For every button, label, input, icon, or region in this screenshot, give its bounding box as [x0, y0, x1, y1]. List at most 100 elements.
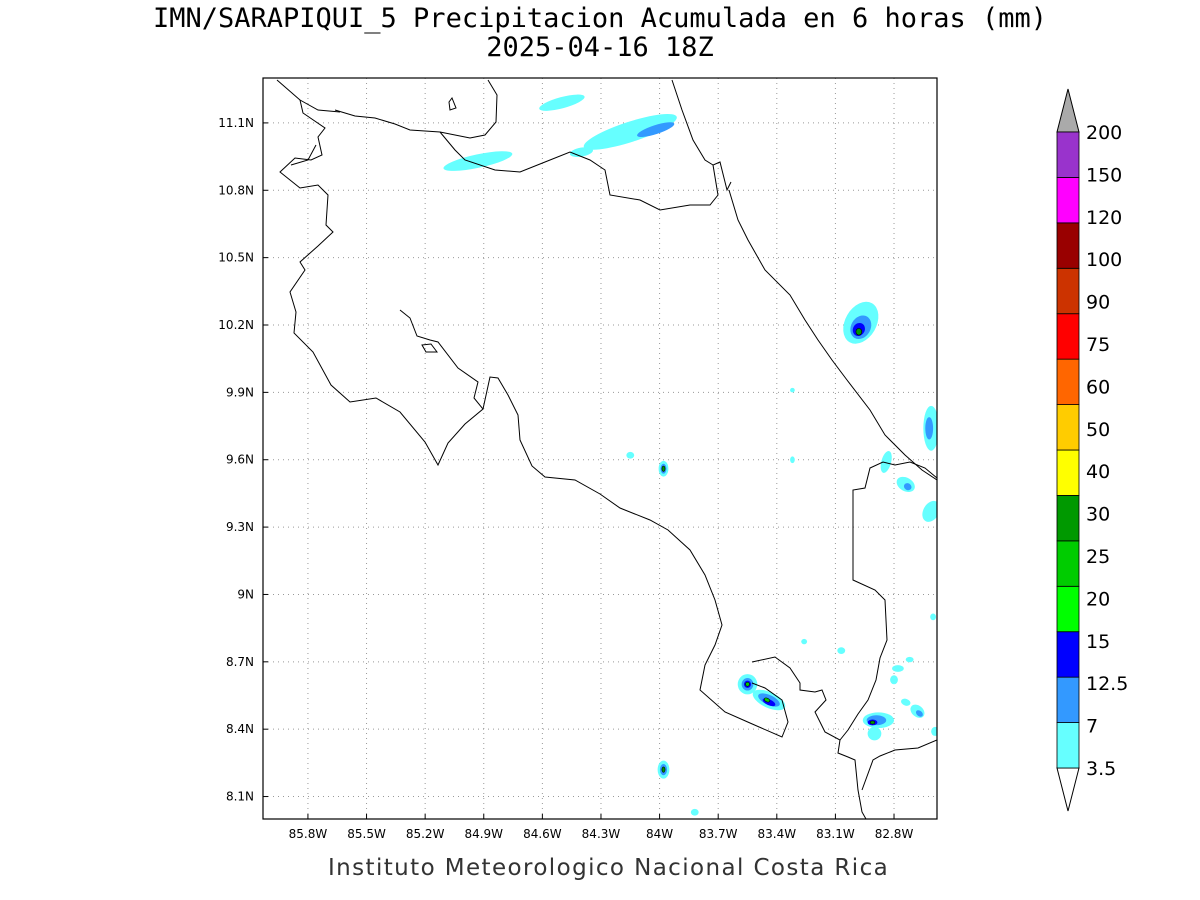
colorbar-label: 40	[1086, 461, 1110, 483]
tick-label-lat: 9.6N	[226, 453, 254, 467]
colorbar-band	[1056, 404, 1080, 451]
precip-cell	[901, 698, 911, 706]
precip-cell	[802, 70, 818, 77]
map-frame	[262, 77, 938, 820]
precip-cell	[922, 500, 937, 522]
colorbar-label: 100	[1086, 249, 1122, 271]
colorbar-top-arrow	[1056, 88, 1080, 133]
precip-cell	[790, 387, 795, 393]
tick-label-lat: 10.8N	[218, 183, 254, 197]
coastline-gulf-shore	[290, 99, 341, 166]
precip-cell	[867, 726, 882, 741]
tick-label-lat: 9N	[237, 587, 254, 601]
precip-cell	[890, 675, 898, 685]
colorbar-band	[1056, 722, 1080, 769]
colorbar-label: 60	[1086, 376, 1110, 398]
footer-credit: Instituto Meteorologico Nacional Costa R…	[328, 855, 890, 881]
tick-label-lon: 85.5W	[347, 827, 386, 841]
latitude-tick-labels: 11.1N 10.8N 10.5N 10.2N 9.9N 9.6N 9.3N 9N 8.7N 8.…	[218, 116, 254, 804]
colorbar-label: 90	[1086, 292, 1110, 314]
coastline-osa	[751, 656, 867, 819]
precip-cell	[637, 122, 675, 138]
precip-cell	[539, 94, 585, 111]
colorbar-bottom-arrow	[1056, 767, 1080, 812]
precip-cell	[869, 720, 876, 725]
precip-cell	[855, 328, 863, 336]
precip-cell	[626, 451, 635, 459]
tick-label-lon: 82.8W	[875, 827, 914, 841]
tick-label-lat: 11.1N	[218, 116, 254, 130]
tick-label-lat: 9.9N	[226, 385, 254, 399]
colorbar-label: 3.5	[1086, 758, 1116, 780]
coastline-lake-shore	[334, 79, 498, 139]
colorbar-band	[1056, 177, 1080, 224]
colorbar-label: 20	[1086, 588, 1110, 610]
map-subtitle-datetime: 2025-04-16 18Z	[486, 32, 714, 63]
precip-cell	[903, 483, 912, 491]
precip-cell	[583, 113, 677, 150]
colorbar-label: 200	[1086, 122, 1122, 144]
colorbar-band	[1056, 449, 1080, 496]
colorbar-label: 7	[1086, 716, 1098, 738]
colorbar-band	[1056, 267, 1080, 315]
precip-cell	[790, 456, 795, 464]
precip-cell	[690, 808, 699, 816]
colorbar-band	[1056, 131, 1080, 178]
precip-cell	[892, 665, 904, 672]
colorbar-label: 15	[1086, 631, 1110, 653]
precip-cell	[925, 417, 934, 440]
tick-label-lon: 84.3W	[582, 827, 621, 841]
tick-label-lat: 10.2N	[218, 318, 254, 332]
coastline-burica	[861, 739, 937, 791]
tick-label-lon: 85.2W	[406, 827, 445, 841]
precip-cell	[801, 638, 808, 645]
coastline-panama-border	[839, 461, 937, 741]
precip-cell	[661, 766, 666, 773]
tick-label-lon: 85.8W	[289, 827, 328, 841]
tick-label-lon: 84W	[646, 827, 673, 841]
precip-cell	[763, 697, 771, 703]
precipitation-layer	[443, 70, 937, 816]
precip-cell	[443, 151, 513, 171]
tick-label-lon: 83.7W	[699, 827, 738, 841]
map-title: IMN/SARAPIQUI_5 Precipitacion Acumulada …	[152, 3, 1048, 34]
tick-label-lon: 83.4W	[758, 827, 797, 841]
tick-label-lat: 8.4N	[226, 722, 254, 736]
tick-label-lat: 9.3N	[226, 520, 254, 534]
coastline-pacific-central	[482, 376, 789, 738]
colorbar-band	[1056, 585, 1080, 633]
colorbar-label: 120	[1086, 207, 1122, 229]
colorbar-legend: 3.5 7 12.5 15 20 25 30 40 50 60 75 90 100 120 150 200	[1056, 88, 1128, 812]
colorbar-band	[1056, 540, 1080, 587]
colorbar-band	[1056, 676, 1080, 723]
precip-cell	[930, 613, 937, 621]
colorbar-band	[1056, 313, 1080, 360]
colorbar-band	[1056, 631, 1080, 678]
tick-label-lon: 84.6W	[523, 827, 562, 841]
colorbar-label: 75	[1086, 334, 1110, 356]
tick-label-lat: 8.7N	[226, 655, 254, 669]
longitude-tick-labels: 85.8W 85.5W 85.2W 84.9W 84.6W 84.3W 84W 83.7W 83…	[289, 827, 914, 841]
colorbar-label: 150	[1086, 164, 1122, 186]
tick-label-lat: 8.1N	[226, 790, 254, 804]
coastline-north	[276, 79, 484, 467]
coastline-islet	[448, 96, 457, 111]
colorbar-label: 50	[1086, 419, 1110, 441]
precip-cell	[837, 647, 846, 654]
tick-label-lon: 84.9W	[464, 827, 503, 841]
colorbar-band	[1056, 222, 1080, 269]
colorbar-label: 30	[1086, 504, 1110, 526]
precip-cell	[745, 681, 750, 687]
coastline-caribbean	[671, 79, 937, 481]
colorbar-label: 12.5	[1086, 673, 1128, 695]
tick-label-lat: 10.5N	[218, 251, 254, 265]
colorbar-label: 25	[1086, 546, 1110, 568]
precip-cell	[905, 656, 914, 663]
colorbar-band	[1056, 495, 1080, 542]
colorbar-band	[1056, 358, 1080, 405]
precip-cell	[915, 710, 923, 717]
tick-label-lon: 83.1W	[816, 827, 855, 841]
coastline-layer	[276, 79, 937, 819]
coastline-lake-island	[421, 343, 438, 353]
